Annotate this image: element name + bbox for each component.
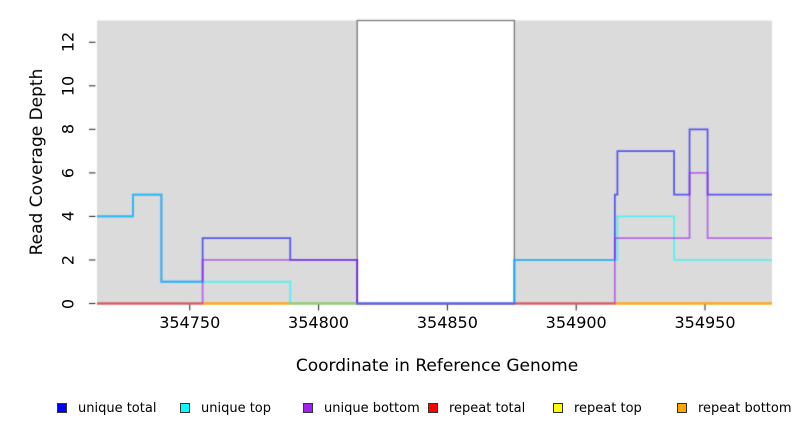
x-tick-label: 354850	[416, 313, 478, 332]
legend-item-label: unique total	[78, 400, 157, 416]
legend-swatch	[180, 403, 190, 413]
legend-swatch	[553, 403, 563, 413]
legend-item-unique-top: unique top	[180, 398, 271, 418]
legend-item-repeat-total: repeat total	[428, 398, 525, 418]
legend: unique total unique top unique bottom repea…	[0, 398, 792, 422]
legend-item-unique-total: unique total	[57, 398, 156, 418]
x-tick-label: 354750	[159, 313, 221, 332]
x-axis-title: Coordinate in Reference Genome	[295, 356, 579, 376]
legend-swatch	[57, 403, 67, 413]
y-tick-label: 10	[58, 75, 78, 96]
x-tick-label: 354900	[545, 313, 607, 332]
legend-item-label: unique bottom	[324, 400, 420, 416]
legend-item-label: repeat total	[449, 400, 526, 416]
legend-swatch	[677, 403, 687, 413]
legend-swatch	[428, 403, 438, 413]
x-tick-label: 354950	[674, 313, 736, 332]
y-tick-label: 12	[58, 32, 78, 53]
legend-item-repeat-bottom: repeat bottom	[677, 398, 792, 418]
y-tick-label: 0	[58, 298, 78, 309]
legend-swatch	[303, 403, 313, 413]
legend-item-label: unique top	[201, 400, 272, 416]
y-axis-title: Read Coverage Depth	[27, 68, 47, 256]
x-tick-label: 354800	[288, 313, 350, 332]
legend-item-repeat-top: repeat top	[553, 398, 642, 418]
legend-item-label: repeat bottom	[698, 400, 792, 416]
legend-item-label: repeat top	[574, 400, 642, 416]
y-tick-label: 6	[58, 167, 78, 178]
legend-item-unique-bottom: unique bottom	[303, 398, 420, 418]
y-tick-label: 8	[58, 124, 78, 135]
y-tick-label: 4	[58, 211, 78, 222]
y-tick-label: 2	[58, 254, 78, 266]
